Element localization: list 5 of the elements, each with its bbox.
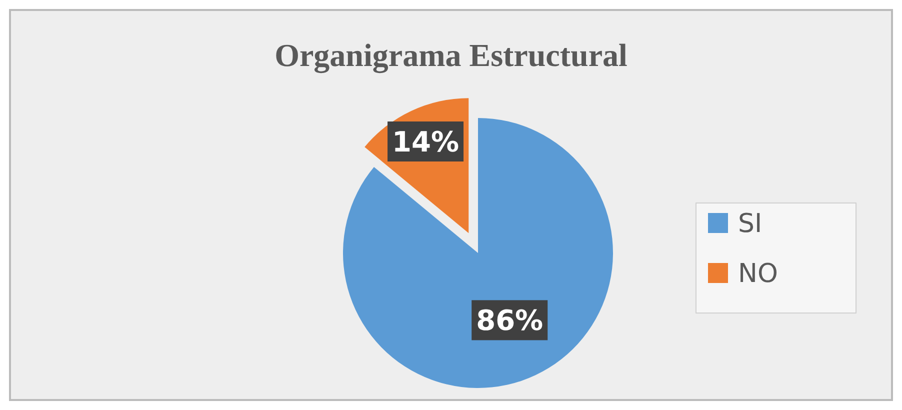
- legend-label: SI: [738, 209, 762, 239]
- legend-label: NO: [738, 259, 778, 289]
- data-label: 86%: [476, 304, 544, 338]
- chart-title: Organigrama Estructural: [274, 37, 628, 74]
- data-label: 14%: [392, 125, 460, 158]
